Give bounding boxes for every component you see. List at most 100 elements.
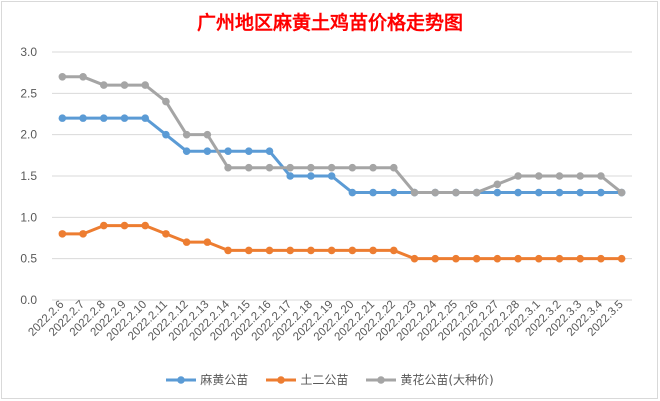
data-point	[597, 254, 605, 263]
data-point	[244, 246, 253, 255]
data-point	[224, 147, 232, 155]
data-point	[493, 180, 502, 189]
data-point	[576, 188, 585, 197]
data-point	[389, 188, 398, 197]
data-point	[534, 254, 543, 263]
data-point	[431, 254, 440, 263]
data-point	[389, 246, 398, 255]
data-point	[369, 163, 377, 172]
data-point	[327, 246, 336, 255]
data-point	[452, 188, 460, 197]
data-point	[534, 172, 543, 180]
data-point	[286, 172, 295, 180]
data-point	[472, 254, 481, 263]
data-point	[203, 130, 212, 139]
data-point	[452, 254, 460, 263]
series-line	[62, 116, 622, 195]
data-point	[307, 163, 315, 172]
y-tick-label: 2.0	[20, 128, 37, 142]
legend-swatch	[166, 375, 197, 384]
data-point	[141, 114, 150, 122]
data-point	[307, 172, 315, 180]
data-point	[224, 163, 232, 172]
data-point	[369, 188, 377, 197]
data-point	[265, 147, 274, 155]
data-point	[120, 221, 129, 230]
data-point	[224, 246, 232, 255]
data-point	[79, 73, 87, 81]
data-point	[141, 81, 150, 89]
data-point	[348, 246, 357, 255]
legend: 麻黄公苗 土二公苗 黄花公苗(大种价)	[0, 371, 660, 388]
legend-swatch	[366, 375, 397, 384]
data-point	[493, 254, 502, 263]
y-tick-label: 0.0	[20, 293, 37, 307]
data-point	[162, 97, 170, 106]
data-point	[348, 163, 357, 172]
data-point	[576, 254, 585, 263]
data-point	[514, 172, 522, 180]
data-point	[472, 188, 481, 197]
data-point	[162, 130, 170, 139]
y-tick-label: 2.5	[20, 86, 37, 100]
data-point	[99, 221, 108, 230]
data-point	[576, 172, 585, 180]
legend-item: 麻黄公苗	[166, 371, 248, 388]
y-tick-label: 0.5	[20, 252, 37, 266]
data-point	[410, 188, 419, 197]
legend-item: 土二公苗	[266, 371, 348, 388]
series-0	[58, 114, 626, 197]
data-point	[120, 81, 129, 89]
y-tick-label: 1.5	[20, 169, 37, 183]
data-point	[307, 246, 315, 255]
data-point	[79, 230, 87, 238]
data-point	[617, 188, 626, 197]
data-point	[141, 221, 150, 230]
data-point	[182, 238, 191, 246]
series-2	[58, 73, 626, 197]
data-point	[265, 246, 274, 255]
legend-swatch	[266, 375, 297, 384]
data-point	[389, 163, 398, 172]
x-axis-ticks: 2022.2.62022.2.72022.2.82022.2.92022.2.1…	[26, 298, 625, 343]
data-point	[203, 238, 212, 246]
data-point	[162, 230, 170, 238]
data-point	[514, 254, 522, 263]
data-point	[265, 163, 274, 172]
chart-title: 广州地区麻黄土鸡苗价格走势图	[196, 12, 463, 34]
data-point	[555, 172, 564, 180]
data-point	[597, 188, 605, 197]
legend-label: 土二公苗	[300, 373, 349, 387]
series-group	[58, 73, 626, 263]
data-point	[244, 147, 253, 155]
data-point	[120, 114, 129, 122]
data-point	[617, 254, 626, 263]
data-point	[203, 147, 212, 155]
data-point	[79, 114, 87, 122]
data-point	[58, 114, 67, 122]
series-1	[58, 221, 626, 263]
data-point	[555, 188, 564, 197]
y-tick-label: 1.0	[20, 210, 37, 224]
data-point	[58, 230, 67, 238]
legend-label: 麻黄公苗	[200, 373, 249, 387]
data-point	[286, 246, 295, 255]
data-point	[58, 73, 67, 81]
data-point	[99, 114, 108, 122]
data-point	[410, 254, 419, 263]
series-line	[62, 224, 622, 261]
data-point	[327, 172, 336, 180]
data-point	[555, 254, 564, 263]
data-point	[431, 188, 440, 197]
data-point	[244, 163, 253, 172]
data-point	[514, 188, 522, 197]
data-point	[182, 130, 191, 139]
data-point	[182, 147, 191, 155]
data-point	[534, 188, 543, 197]
data-point	[369, 246, 377, 255]
data-point	[493, 188, 502, 197]
data-point	[348, 188, 357, 197]
legend-item: 黄花公苗(大种价)	[366, 371, 494, 388]
